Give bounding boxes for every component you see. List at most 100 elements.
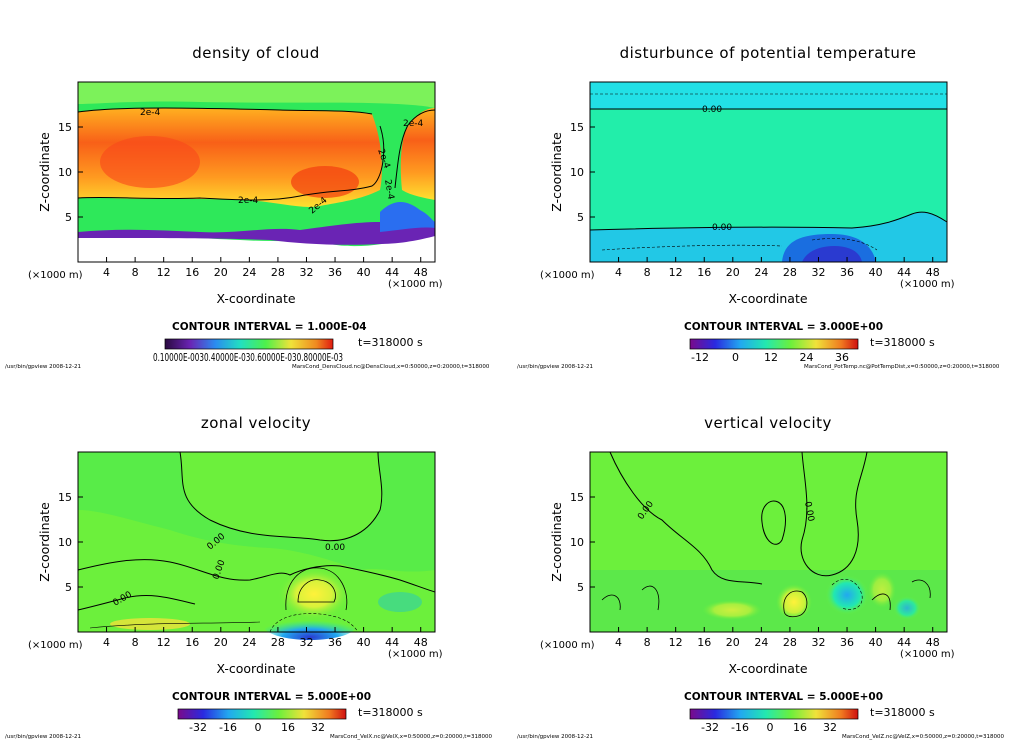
footer-right: MarsCond_VelZ.nc@VelZ,x=0:50000,z=0:2000… [842,734,1005,740]
zonal-velocity-chart: zonal velocity 0.00 0.00 0.00 0.00 4 8 12 1… [5,414,493,740]
top-band [590,82,947,109]
downdraft-1 [825,575,869,615]
colorbar-label-group: -32 -16 0 16 32 [701,721,837,734]
contour-label-1: 0.00 [325,543,345,553]
updraft-weak-1 [702,600,762,620]
contour-lower-dashed [831,578,863,610]
y-tick-label: 5 [65,581,72,594]
contour-label-2: 2e-4 [238,196,259,206]
colorbar-tick-label: 32 [311,721,325,734]
x-unit-right: (×1000 m) [900,649,955,660]
y-axis: 5 10 15 Z-coordinate [37,491,83,594]
x-tick-label: 8 [644,266,651,279]
x-tick-label: 48 [926,266,940,279]
contour-interval: CONTOUR INTERVAL = 1.000E-04 [172,321,367,333]
cloud-base-blue [380,201,435,232]
panel-zonal-velocity: zonal velocity 0.00 0.00 0.00 0.00 4 8 12 1… [0,370,512,740]
y-tick-label: 5 [577,581,584,594]
upper-region [78,452,435,572]
updraft-weak-2 [868,572,896,608]
lower-region [590,570,947,632]
footer-left: /usr/bin/gpview 2008-12-21 [517,364,593,370]
x-tick-group: 4 8 12 16 20 24 28 32 36 40 44 48 [615,257,940,279]
x-tick-label: 40 [869,636,883,649]
colorbar-tick-label: 24 [800,351,814,364]
colorbar-tick-label: -16 [219,721,237,734]
contour-lower-1 [601,579,931,611]
colorbar-tick-label: -16 [731,721,749,734]
x-axis: 4 8 12 16 20 24 28 32 36 40 44 48 (×1000 m) (×1000 … [540,257,955,306]
cloud-core-right [291,166,359,198]
y-tick-label: 15 [58,491,72,504]
x-axis-label: X-coordinate [728,661,807,676]
contour-near-surface [89,621,261,629]
x-tick-label: 48 [414,266,428,279]
plot-area: 0.00 0.00 [589,451,948,633]
y-tick-group: 5 10 15 [570,491,595,594]
x-tick-label: 4 [615,636,622,649]
x-tick-label: 48 [926,636,940,649]
x-tick-label: 12 [669,266,683,279]
footer-right: MarsCond_VelX.nc@VelX,x=0:50000,z=0:2000… [330,734,493,740]
y-tick-label: 10 [58,536,72,549]
contour-jet-outer [285,567,348,611]
x-tick-label: 32 [299,266,313,279]
cloud-base [78,214,435,245]
y-axis-label: Z-coordinate [549,132,564,212]
y-axis-label: Z-coordinate [37,502,52,582]
y-tick-group: 5 10 15 [570,121,595,224]
x-unit-left: (×1000 m) [28,640,83,651]
x-tick-label: 20 [214,266,228,279]
x-axis-label: X-coordinate [728,291,807,306]
colorbar-tick-label: 16 [793,721,807,734]
cloud-band-cyan [78,82,435,108]
x-tick-label: 24 [242,636,256,649]
x-axis: 4 8 12 16 20 24 28 32 36 40 44 48 (×1000 m) (×1000 … [540,627,955,676]
x-tick-label: 28 [783,636,797,649]
x-tick-label: 48 [414,636,428,649]
x-tick-label: 28 [271,636,285,649]
x-tick-label: 32 [811,266,825,279]
x-tick-label: 28 [271,266,285,279]
dashed-contour-bottom [601,238,878,251]
x-tick-label: 24 [754,636,768,649]
colorbar-tick-label: 16 [281,721,295,734]
x-unit-right: (×1000 m) [388,649,443,660]
x-tick-label: 32 [299,636,313,649]
x-tick-label: 36 [840,636,854,649]
colorbar [689,338,859,350]
x-tick-label: 36 [840,266,854,279]
colorbar [164,338,334,350]
cloud-body-right [400,108,435,200]
x-tick-label: 36 [328,266,342,279]
contour-label-1: 0.00 [702,105,722,115]
x-tick-label: 16 [697,266,711,279]
y-axis-label: Z-coordinate [549,502,564,582]
y-tick-label: 10 [570,536,584,549]
x-tick-label: 44 [897,636,911,649]
surface-cool [378,592,422,612]
y-tick-label: 15 [58,121,72,134]
contour-label-2: 0.00 [712,223,732,233]
panel-density-of-cloud: density of cloud 2e-4 2e-4 2e-4 2e-4 2e-… [0,0,512,370]
x-tick-label: 12 [669,636,683,649]
y-tick-label: 10 [58,166,72,179]
x-axis-label: X-coordinate [216,291,295,306]
panel-vertical-velocity: vertical velocity 0.00 0.00 4 8 12 16 20 24 28… [512,370,1024,740]
potential-temperature-chart: disturbunce of potential temperature 0.0… [517,44,1000,370]
x-tick-label: 4 [103,636,110,649]
cloud-core-left [100,136,200,188]
contour-zero-left [77,595,196,611]
y-tick-label: 15 [570,121,584,134]
contour-zero-right [800,451,868,577]
colorbar-tick-label: -12 [691,351,709,364]
plot-area: 2e-4 2e-4 2e-4 2e-4 2e-4 2e-4 [77,81,436,263]
contour-line-top [77,107,373,115]
x-tick-label: 20 [726,266,740,279]
contour-label-5: 2e-4 [382,179,395,201]
footer-left: /usr/bin/gpview 2008-12-21 [5,734,81,740]
panel-potential-temperature: disturbunce of potential temperature 0.0… [512,0,1024,370]
x-unit-left: (×1000 m) [540,270,595,281]
x-tick-label: 28 [783,266,797,279]
time-label: t=318000 s [870,706,935,719]
